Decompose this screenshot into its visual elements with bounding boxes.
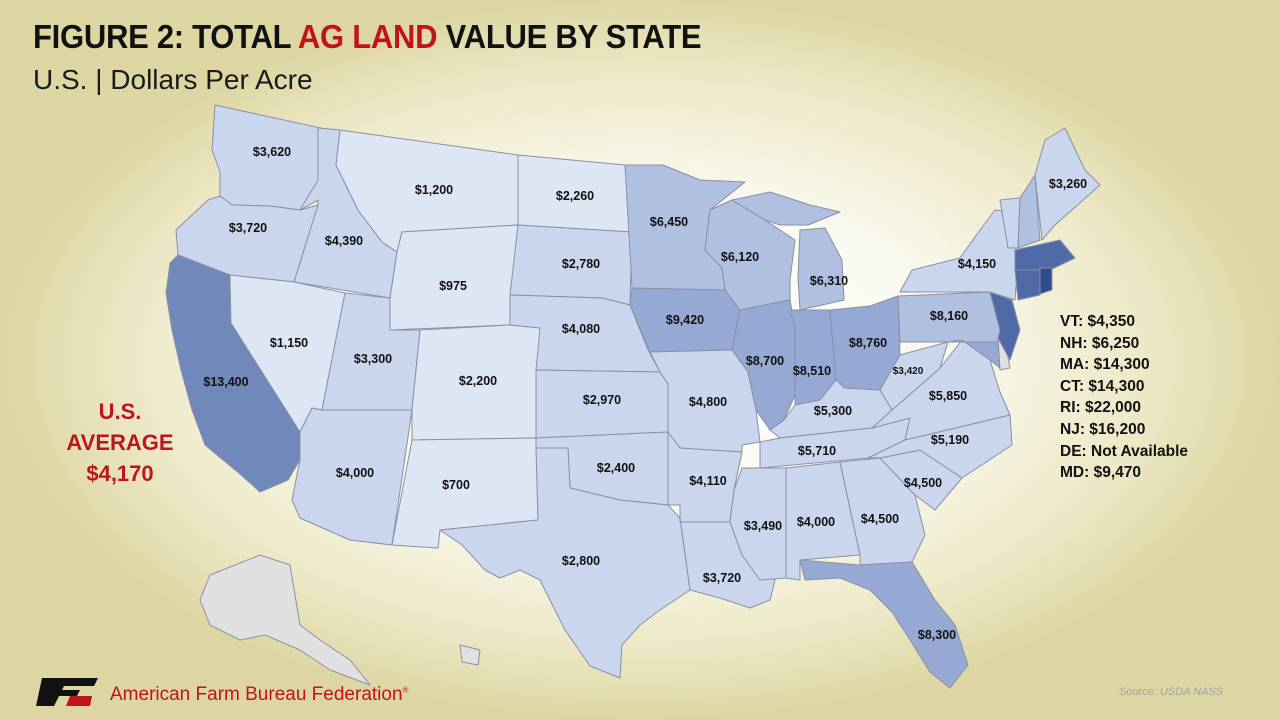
state-mi[interactable]: [797, 227, 845, 311]
state-mi-up[interactable]: [731, 191, 841, 226]
label-wy: $975: [439, 279, 467, 293]
small-state-nj: NJ: $16,200: [1060, 420, 1146, 438]
label-mo: $4,800: [689, 395, 727, 409]
label-nv: $1,150: [270, 336, 308, 350]
label-ny: $4,150: [958, 257, 996, 271]
label-ca: $13,400: [203, 375, 248, 389]
label-mt: $1,200: [415, 183, 453, 197]
state-fl[interactable]: [799, 559, 969, 689]
state-nh[interactable]: [1017, 174, 1041, 249]
label-tn: $5,710: [798, 444, 836, 458]
label-ut: $3,300: [354, 352, 392, 366]
label-oh: $8,760: [849, 336, 887, 350]
label-la: $3,720: [703, 571, 741, 585]
afbf-logo-icon: [36, 678, 98, 706]
label-ky: $5,300: [814, 404, 852, 418]
label-sd: $2,780: [562, 257, 600, 271]
label-fl: $8,300: [918, 628, 956, 642]
small-state-vt: VT: $4,350: [1060, 313, 1135, 330]
label-nd: $2,260: [556, 189, 594, 203]
label-az: $4,000: [336, 466, 374, 480]
label-me: $3,260: [1049, 177, 1087, 191]
state-wy[interactable]: [389, 224, 519, 331]
state-ak[interactable]: [199, 554, 371, 686]
us-average-line1: U.S.: [98, 399, 142, 424]
label-nc: $5,190: [931, 433, 969, 447]
label-nm: $700: [442, 478, 470, 492]
state-me[interactable]: [1034, 127, 1101, 241]
label-pa: $8,160: [930, 309, 968, 323]
us-average-line2: AVERAGE: [66, 430, 174, 455]
label-id: $4,390: [325, 234, 363, 248]
label-mn: $6,450: [650, 215, 688, 229]
label-wv: $3,420: [893, 366, 924, 377]
label-mi: $6,310: [810, 274, 848, 288]
label-il: $8,700: [746, 354, 784, 368]
label-or: $3,720: [229, 221, 267, 235]
state-ma[interactable]: [1014, 239, 1076, 271]
state-md[interactable]: [947, 339, 1001, 369]
state-wv[interactable]: [879, 341, 949, 411]
label-ar: $4,110: [689, 474, 727, 488]
small-states-list: VT: $4,350 NH: $6,250 MA: $14,300 CT: $1…: [1060, 311, 1188, 484]
small-state-nh: NH: $6,250: [1060, 334, 1140, 352]
page-subtitle: U.S. | Dollars Per Acre: [33, 64, 313, 95]
label-ms: $3,490: [744, 519, 782, 533]
label-ne: $4,080: [562, 322, 600, 336]
state-az[interactable]: [291, 407, 413, 546]
label-va: $5,850: [929, 389, 967, 403]
state-hi[interactable]: [459, 644, 481, 666]
label-tx: $2,800: [562, 554, 600, 568]
page-title: FIGURE 2: TOTAL AG LAND VALUE BY STATE: [33, 18, 702, 55]
label-ok: $2,400: [597, 461, 635, 475]
state-nj[interactable]: [989, 291, 1021, 361]
state-ct[interactable]: [1014, 269, 1041, 301]
source-note: Source: USDA NASS: [1119, 686, 1224, 698]
state-tx[interactable]: [439, 447, 691, 679]
state-ny[interactable]: [899, 209, 1019, 301]
label-ga: $4,500: [861, 512, 899, 526]
state-ri[interactable]: [1039, 267, 1053, 295]
label-in: $8,510: [793, 364, 831, 378]
label-al: $4,000: [797, 515, 835, 529]
label-ia: $9,420: [666, 313, 704, 327]
label-sc: $4,500: [904, 476, 942, 490]
small-state-ri: RI: $22,000: [1060, 399, 1141, 417]
us-average-callout: U.S. AVERAGE $4,170: [60, 396, 180, 489]
small-state-ct: CT: $14,300: [1060, 377, 1145, 395]
label-wi: $6,120: [721, 250, 759, 264]
label-co: $2,200: [459, 374, 497, 388]
state-value-labels: $3,620 $3,720 $13,400 $4,390 $1,150 $1,2…: [203, 145, 1087, 642]
label-ks: $2,970: [583, 393, 621, 407]
small-state-de: DE: Not Available: [1060, 442, 1189, 460]
us-average-value: $4,170: [86, 461, 154, 486]
organization-name: American Farm Bureau Federation®: [110, 684, 409, 705]
small-state-ma: MA: $14,300: [1060, 356, 1150, 374]
label-wa: $3,620: [253, 145, 291, 159]
small-state-md: MD: $9,470: [1060, 464, 1141, 482]
